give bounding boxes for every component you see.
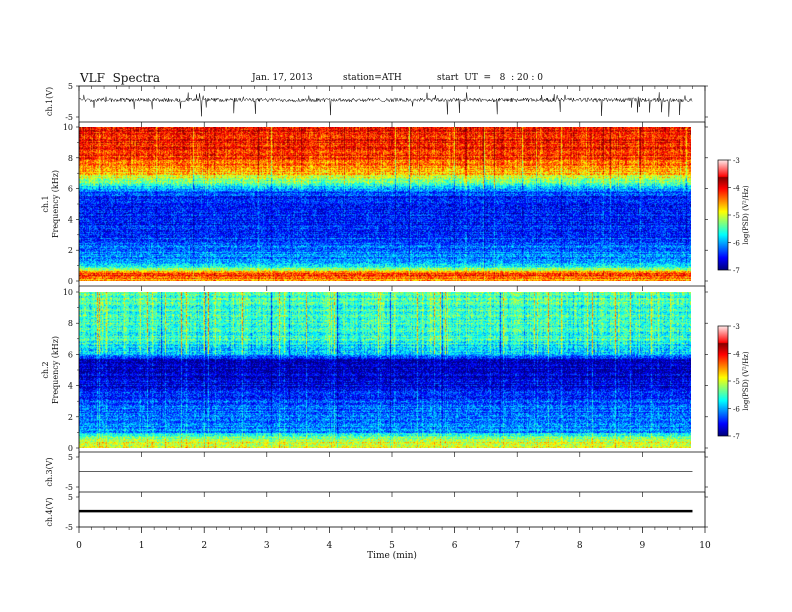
x-tick-label: 9 bbox=[640, 541, 646, 551]
y-tick-label: 4 bbox=[68, 215, 73, 224]
y-tick-label: 5 bbox=[68, 493, 73, 502]
y-axis-label: Frequency (kHz) bbox=[51, 170, 60, 238]
y-tick-label: 8 bbox=[68, 319, 73, 328]
x-tick-label: 10 bbox=[699, 541, 711, 551]
colorbar-tick-label: -4 bbox=[733, 351, 740, 359]
y-axis-label-channel: ch.1 bbox=[41, 195, 50, 212]
y-tick-label: 6 bbox=[68, 185, 73, 194]
colorbar-label: log(PSD) (V²/Hz) bbox=[742, 185, 750, 244]
x-tick-label: 8 bbox=[577, 541, 583, 551]
x-axis-label: Time (min) bbox=[367, 550, 417, 561]
x-tick-label: 7 bbox=[514, 541, 520, 551]
y-tick-label: 5 bbox=[68, 82, 73, 91]
y-tick-label: 6 bbox=[68, 350, 73, 359]
colorbar-tick-label: -7 bbox=[733, 433, 740, 441]
ch1-waveform-series bbox=[79, 92, 693, 117]
y-axis-label: ch.1(V) bbox=[45, 87, 54, 116]
y-tick-label: -5 bbox=[65, 523, 73, 532]
y-tick-label: 10 bbox=[63, 123, 73, 132]
y-axis-label: ch.4(V) bbox=[45, 497, 54, 526]
colorbar-tick-label: -6 bbox=[733, 240, 740, 248]
y-tick-label: 0 bbox=[68, 277, 73, 286]
start-time-label: start UT = 8 : 20 : 0 bbox=[437, 73, 543, 83]
y-tick-label: 2 bbox=[68, 246, 73, 255]
colorbar-tick-label: -4 bbox=[733, 185, 740, 193]
colorbar-tick-label: -6 bbox=[733, 406, 740, 414]
ch2-colorbar-image bbox=[718, 326, 728, 436]
y-axis-label-channel: ch.2 bbox=[41, 361, 50, 378]
x-tick-label: 4 bbox=[327, 541, 333, 551]
y-tick-label: -5 bbox=[65, 113, 73, 122]
x-tick-label: 6 bbox=[452, 541, 458, 551]
x-tick-label: 3 bbox=[264, 541, 270, 551]
marks-group bbox=[79, 92, 693, 513]
station-label: station=ATH bbox=[343, 73, 402, 83]
chart-title: VLF Spectra bbox=[80, 71, 161, 85]
colorbar-tick-label: -5 bbox=[733, 378, 740, 386]
colorbar-tick-label: -3 bbox=[733, 323, 740, 331]
colorbar-label: log(PSD) (V²/Hz) bbox=[742, 351, 750, 410]
y-tick-label: -5 bbox=[65, 483, 73, 492]
x-tick-label: 0 bbox=[76, 541, 82, 551]
axes-group: -7 -6 -5 -4 -3 log(PSD) (V²/Hz) -7 -6 -5 -4 -3 log(… bbox=[41, 82, 750, 561]
x-tick-label: 2 bbox=[201, 541, 207, 551]
ch2-spectrogram-image bbox=[79, 292, 691, 448]
x-tick-label: 1 bbox=[139, 541, 145, 551]
y-axis-label: Frequency (kHz) bbox=[51, 336, 60, 404]
ch1-colorbar-image bbox=[718, 160, 728, 270]
y-tick-label: 4 bbox=[68, 382, 73, 391]
colorbar-tick-label: -5 bbox=[733, 212, 740, 220]
ch1-spectrogram-image bbox=[79, 127, 691, 281]
y-tick-label: 2 bbox=[68, 413, 73, 422]
y-axis-label: ch.3(V) bbox=[45, 457, 54, 486]
x-tick-label: 5 bbox=[389, 541, 395, 551]
colorbar-tick-label: -7 bbox=[733, 267, 740, 275]
y-tick-label: 10 bbox=[63, 288, 73, 297]
y-tick-label: 5 bbox=[68, 453, 73, 462]
date-label: Jan. 17, 2013 bbox=[252, 73, 313, 83]
colorbar-tick-label: -3 bbox=[733, 157, 740, 165]
y-tick-label: 0 bbox=[68, 444, 73, 453]
y-tick-label: 8 bbox=[68, 154, 73, 163]
